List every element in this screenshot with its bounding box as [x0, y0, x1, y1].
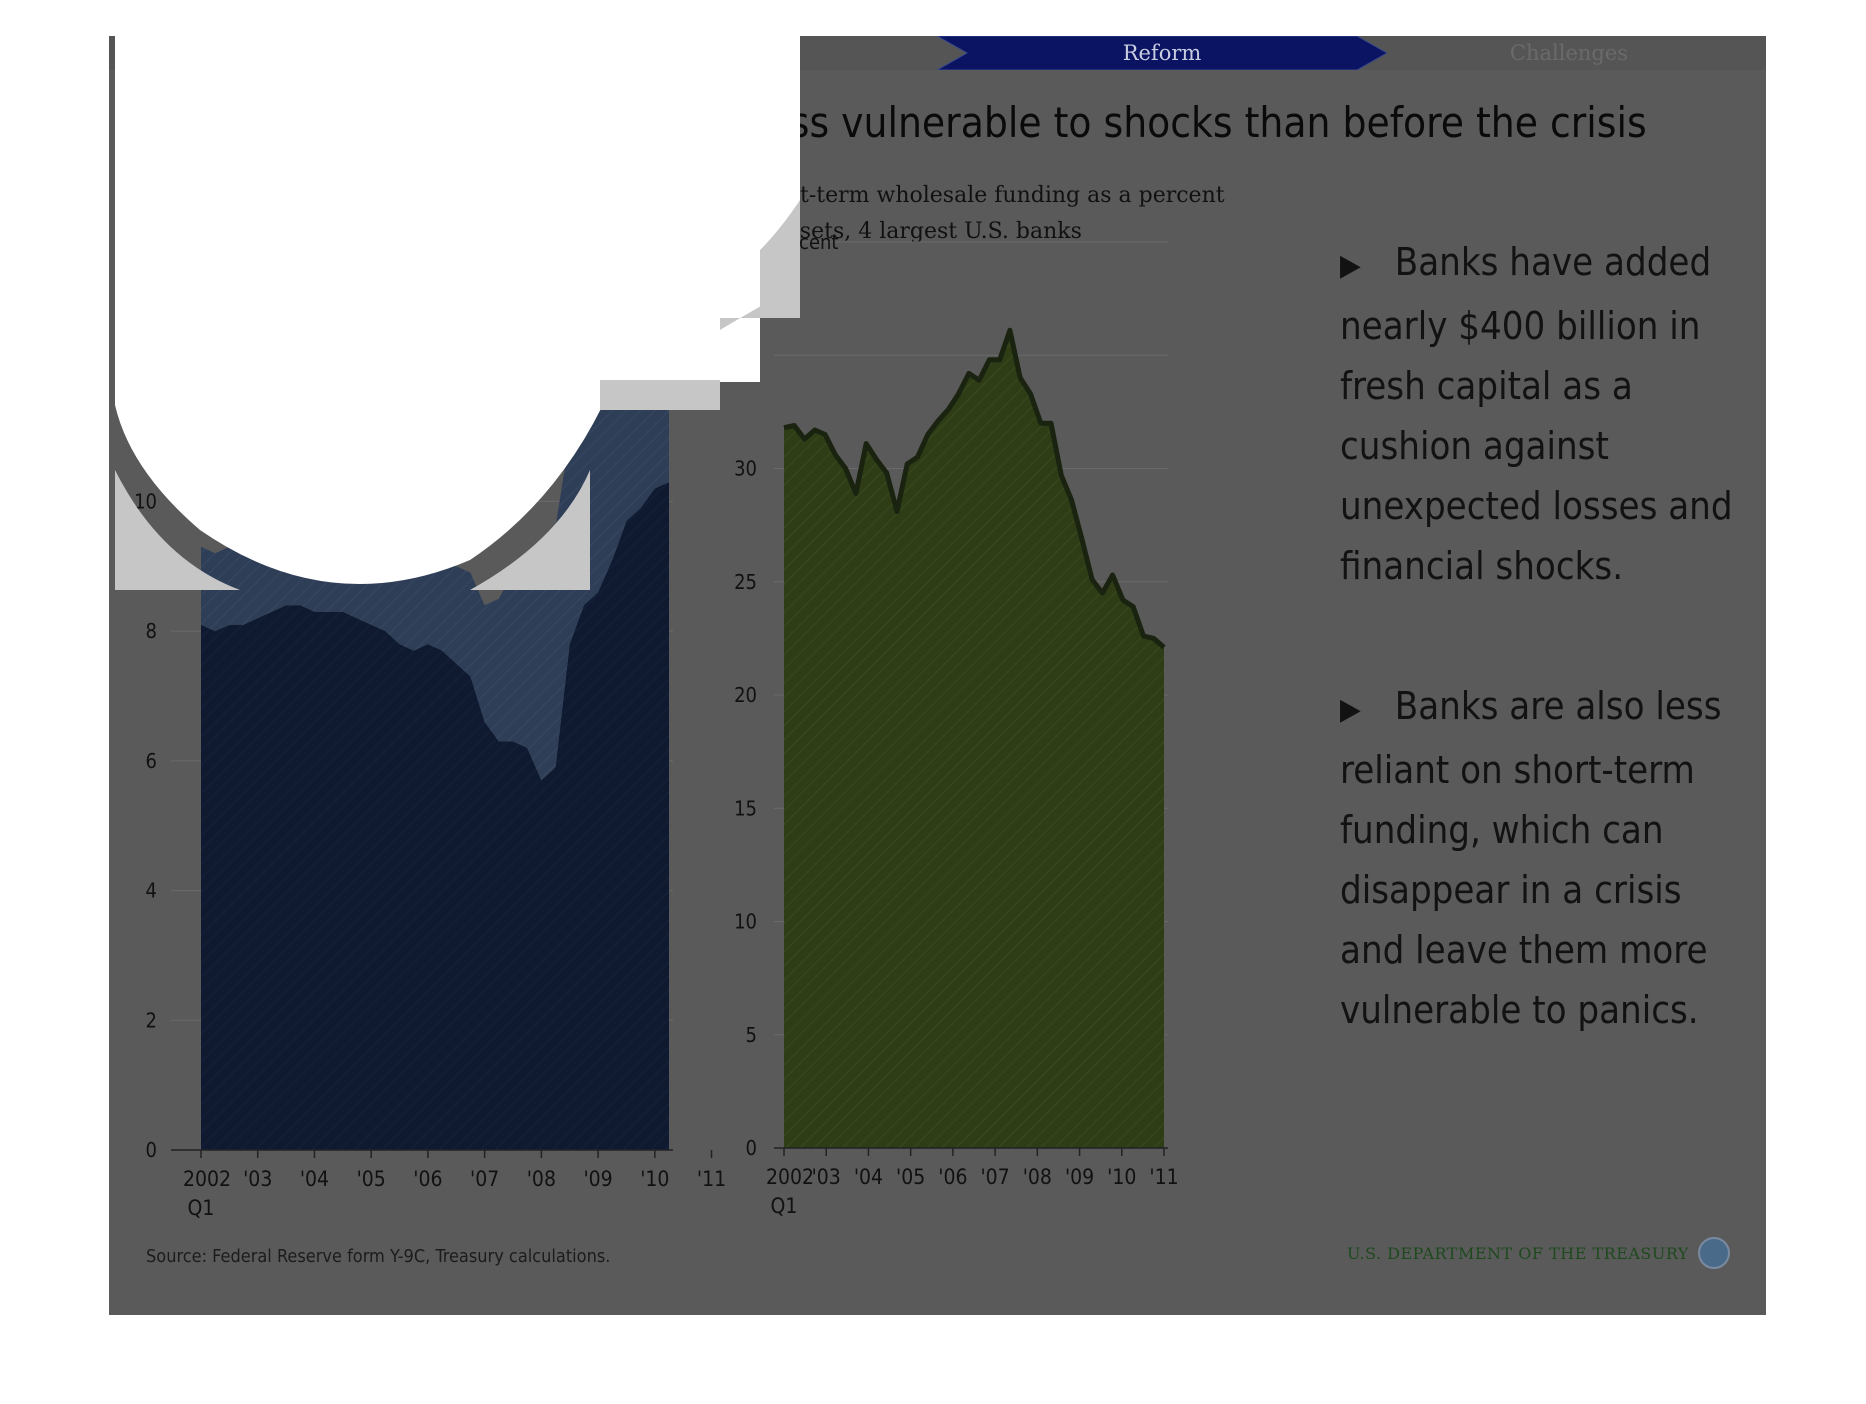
bullet-funding-text: Banks are also less reliant on short-ter… — [1340, 684, 1722, 1032]
y-tick-label: 6 — [146, 749, 157, 773]
tab-reform[interactable]: Reform — [1122, 41, 1202, 65]
y-tick-label: 5 — [746, 1023, 757, 1047]
x-tick-sublabel: Q1 — [188, 1196, 215, 1220]
x-tick-label: '05 — [357, 1167, 386, 1191]
legend-label-other-tier1: Other Tier 1 — [261, 434, 374, 458]
slide: Response Cost Reform Challenges 14 The f… — [109, 36, 1766, 1315]
y-tick-label: 2 — [146, 1008, 157, 1032]
series-line — [783, 327, 1166, 650]
x-tick-label: '03 — [243, 1167, 272, 1191]
y-tick-label: 0 — [746, 1136, 757, 1160]
x-tick-label: '04 — [854, 1165, 883, 1189]
legend-swatch-other-tier1 — [243, 440, 255, 452]
y-tick-label: 10 — [734, 910, 757, 934]
bullet-capital: ▶ Banks have added nearly $400 billion in… — [1340, 232, 1740, 596]
x-tick-label: '11 — [697, 1167, 726, 1191]
y-tick-label: 15 — [734, 796, 757, 820]
x-tick-label: '10 — [1107, 1165, 1136, 1189]
y-axis-label: 40 percent — [741, 230, 838, 254]
x-tick-label: '11 — [1149, 1165, 1178, 1189]
wholesale-funding-chart: 0 5 10 15 20 25 30 35 40 percent 2002'03 '04 '05 '06… — [734, 230, 1179, 1218]
y-tick-label: 12 — [134, 360, 157, 384]
y-tick-label: 4 — [146, 879, 157, 903]
area-series-2 — [201, 319, 669, 781]
x-tick-label: '08 — [527, 1167, 556, 1191]
y-tick-label: 20 — [734, 683, 757, 707]
tab-challenges[interactable]: Challenges — [1509, 41, 1629, 65]
area-series-1 — [201, 482, 669, 1150]
treasury-footer: U.S. DEPARTMENT OF THE TREASURY — [1347, 1244, 1689, 1263]
x-tick-label: '08 — [1023, 1165, 1052, 1189]
x-tick-label: '07 — [980, 1165, 1009, 1189]
treasury-seal-icon — [1698, 1237, 1730, 1269]
y-tick-label: 35 — [734, 343, 757, 367]
triangle-right-icon: ▶ — [1340, 692, 1361, 727]
y-tick-label: 30 — [734, 457, 757, 481]
x-tick-label: '09 — [1065, 1165, 1094, 1189]
x-tick-label: '04 — [300, 1167, 329, 1191]
x-tick-label: '10 — [640, 1167, 669, 1191]
x-tick-label: 2002 — [183, 1167, 231, 1191]
x-tick-label: '05 — [896, 1165, 925, 1189]
triangle-right-icon: ▶ — [1340, 248, 1361, 283]
area-series-1 — [784, 330, 1164, 1148]
x-tick-label: '07 — [470, 1167, 499, 1191]
x-tick-label: '06 — [938, 1165, 967, 1189]
y-tick-label: 25 — [734, 570, 757, 594]
y-tick-label: 0 — [146, 1138, 157, 1162]
tab-reform-arrow — [937, 36, 1387, 70]
x-tick-label: '03 — [812, 1165, 841, 1189]
x-tick-label: '06 — [413, 1167, 442, 1191]
legend-label-tier1-common: Tier 1 Common — [260, 488, 406, 512]
capital-ratio-chart: 0 2 4 6 8 10 12 14 percent 2002 '03 '04 '05 '06 '07 '0… — [123, 230, 726, 1220]
bullet-funding: ▶ Banks are also less reliant on short-te… — [1340, 676, 1740, 1040]
y-tick-label: 8 — [146, 619, 157, 643]
source-note: Source: Federal Reserve form Y-9C, Treas… — [146, 1246, 611, 1267]
chart2-subtitle-line2: of assets, 4 largest U.S. banks — [747, 219, 1082, 244]
y-axis-label: 14 percent — [123, 230, 220, 254]
y-tick-label: 10 — [134, 489, 157, 513]
legend-swatch-tier1-common — [243, 494, 255, 506]
x-tick-label: 2002 — [766, 1165, 814, 1189]
x-tick-sublabel: Q1 — [771, 1194, 798, 1218]
chart2-subtitle: Short-term wholesale funding as a percen… — [747, 178, 1225, 250]
x-tick-label: '09 — [583, 1167, 612, 1191]
bullet-capital-text: Banks have added nearly $400 billion in … — [1340, 240, 1733, 588]
chart2-subtitle-line1: Short-term wholesale funding as a percen… — [747, 183, 1225, 208]
